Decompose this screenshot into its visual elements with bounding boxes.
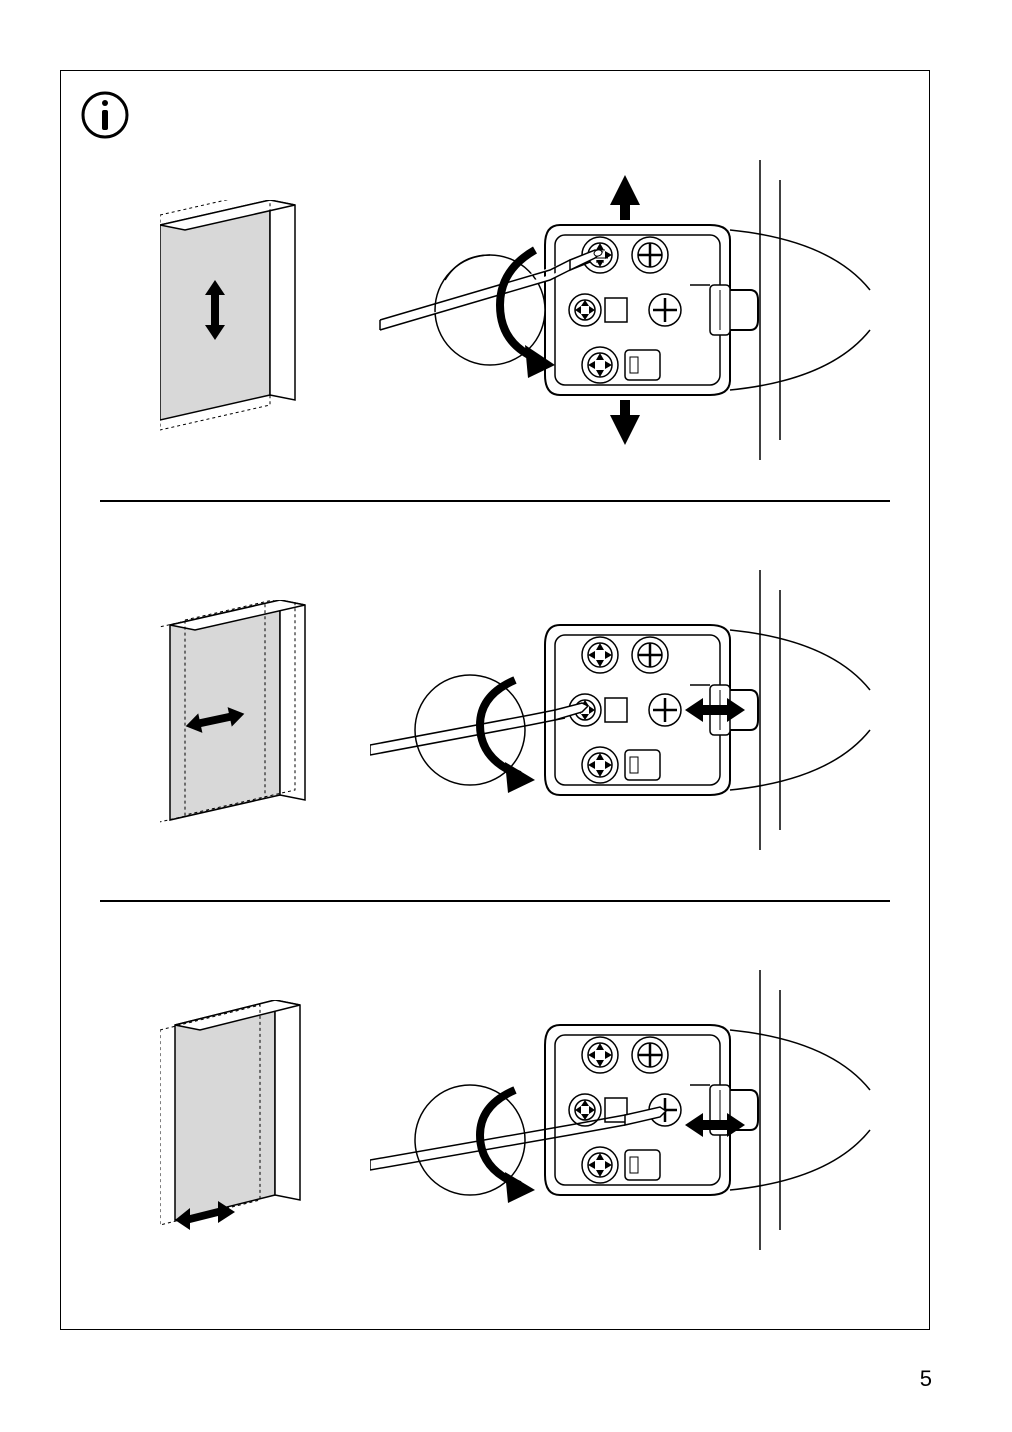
cabinet-horizontal — [160, 600, 310, 840]
divider-1 — [100, 500, 890, 502]
page-number: 5 — [920, 1366, 932, 1392]
cabinet-depth — [160, 1000, 310, 1240]
info-icon — [80, 90, 130, 140]
cabinet-vertical — [160, 200, 310, 440]
hinge-depth — [370, 950, 890, 1270]
screw-middle-left — [569, 294, 601, 326]
screw-bottom-left — [582, 347, 618, 383]
hinge-horizontal — [370, 550, 890, 870]
hinge-vertical — [370, 150, 890, 470]
section-depth-adjustment — [70, 940, 920, 1280]
divider-2 — [100, 900, 890, 902]
section-vertical-adjustment — [70, 140, 920, 480]
screw-middle-right — [649, 294, 681, 326]
section-horizontal-adjustment — [70, 540, 920, 880]
screw-top-right — [632, 237, 668, 273]
